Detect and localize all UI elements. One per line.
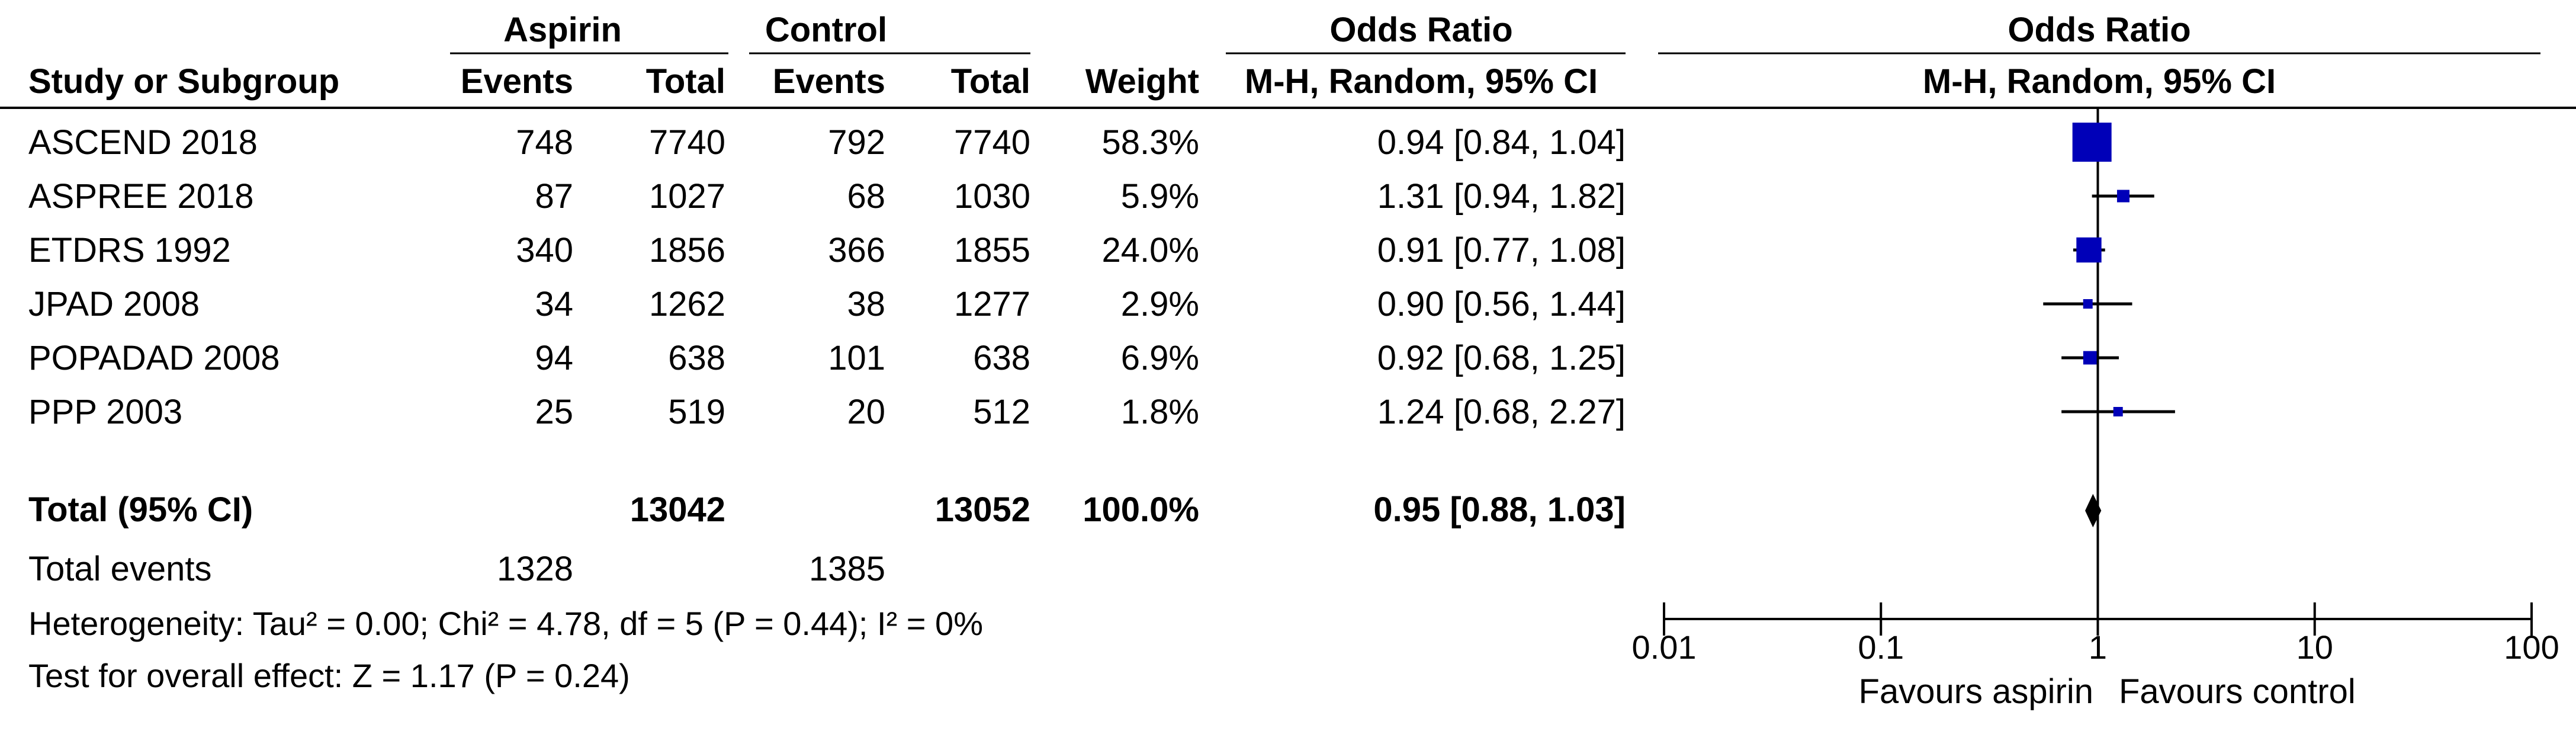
column-header-study: Study or Subgroup: [28, 62, 339, 101]
column-header-total-1: Total: [646, 62, 725, 101]
group2-header: Control: [765, 11, 887, 49]
study-name: ETDRS 1992: [28, 231, 231, 270]
column-header-events-1: Events: [461, 62, 573, 101]
table-row: POPADAD 2008 94 638 101 638 6.9% 0.92 [0.68, 1…: [28, 339, 1626, 377]
group1-header: Aspirin: [503, 11, 622, 49]
weight: 2.9%: [1121, 285, 1199, 323]
x-tick-label: 0.01: [1632, 628, 1697, 666]
total-2: 1855: [954, 231, 1030, 270]
total-events-label: Total events: [28, 550, 212, 588]
total-1: 1856: [649, 231, 725, 270]
study-name: ASCEND 2018: [28, 123, 258, 162]
column-header-effect: M-H, Random, 95% CI: [1245, 62, 1598, 101]
plot-subtitle: M-H, Random, 95% CI: [1923, 62, 2276, 101]
total-n1: 13042: [630, 490, 725, 529]
events-1: 87: [535, 177, 573, 216]
total-1: 7740: [649, 123, 725, 162]
total-1: 638: [668, 339, 725, 377]
total-2: 7740: [954, 123, 1030, 162]
ci-text: 1.24 [0.68, 2.27]: [1377, 393, 1626, 431]
effect-marker: [2083, 351, 2097, 365]
x-tick-label: 10: [2296, 628, 2333, 666]
total-n2: 13052: [935, 490, 1030, 529]
pooled-diamond: [2085, 493, 2102, 528]
events-1: 94: [535, 339, 573, 377]
total-events-e1: 1328: [497, 550, 573, 588]
favours-left-label: Favours aspirin: [1859, 672, 2093, 711]
table-row: ASCEND 2018 748 7740 792 7740 58.3% 0.94 [0.84…: [28, 123, 1626, 162]
total-1: 1027: [649, 177, 725, 216]
events-1: 340: [516, 231, 573, 270]
plot-area: 0.01 0.1 1 10 100: [1632, 108, 2559, 666]
study-name: JPAD 2008: [28, 285, 200, 323]
ci-text: 0.91 [0.77, 1.08]: [1377, 231, 1626, 270]
effect-marker: [2083, 299, 2093, 309]
weight: 5.9%: [1121, 177, 1199, 216]
column-header-events-2: Events: [773, 62, 885, 101]
ci-text: 1.31 [0.94, 1.82]: [1377, 177, 1626, 216]
events-2: 38: [847, 285, 885, 323]
events-1: 34: [535, 285, 573, 323]
effect-marker: [2113, 407, 2123, 416]
heterogeneity-text: Heterogeneity: Tau² = 0.00; Chi² = 4.78,…: [28, 605, 983, 642]
x-tick-label: 100: [2504, 628, 2559, 666]
x-tick-label: 0.1: [1858, 628, 1904, 666]
table-row: ASPREE 2018 87 1027 68 1030 5.9% 1.31 [0.94, 1…: [28, 177, 1626, 216]
plot-header: Odds Ratio: [2008, 11, 2190, 49]
events-2: 792: [828, 123, 885, 162]
study-rows: ASCEND 2018 748 7740 792 7740 58.3% 0.94 [0.84…: [28, 123, 1626, 431]
x-tick-label: 1: [2089, 628, 2107, 666]
total-2: 1030: [954, 177, 1030, 216]
overall-effect-text: Test for overall effect: Z = 1.17 (P = 0…: [28, 657, 630, 694]
table-row: JPAD 2008 34 1262 38 1277 2.9% 0.90 [0.56, 1.4…: [28, 285, 1626, 323]
total-ci: 0.95 [0.88, 1.03]: [1373, 490, 1626, 529]
ci-text: 0.92 [0.68, 1.25]: [1377, 339, 1626, 377]
effect-marker: [2072, 123, 2112, 162]
total-label: Total (95% CI): [28, 490, 253, 529]
total-events-e2: 1385: [809, 550, 885, 588]
events-2: 68: [847, 177, 885, 216]
effect-marker: [2076, 237, 2102, 263]
total-weight: 100.0%: [1083, 490, 1199, 529]
total-2: 638: [973, 339, 1030, 377]
effect-marker: [2116, 190, 2129, 203]
weight: 24.0%: [1102, 231, 1199, 270]
favours-right-label: Favours control: [2119, 672, 2356, 711]
table-row: PPP 2003 25 519 20 512 1.8% 1.24 [0.68, 2.27]: [28, 393, 1626, 431]
weight: 58.3%: [1102, 123, 1199, 162]
events-2: 366: [828, 231, 885, 270]
total-2: 1277: [954, 285, 1030, 323]
table-row: ETDRS 1992 340 1856 366 1855 24.0% 0.91 [0.77,…: [28, 231, 1626, 270]
weight: 6.9%: [1121, 339, 1199, 377]
ci-text: 0.90 [0.56, 1.44]: [1377, 285, 1626, 323]
weight: 1.8%: [1121, 393, 1199, 431]
total-events-row: Total events 1328 1385: [28, 550, 885, 588]
total-1: 519: [668, 393, 725, 431]
study-name: PPP 2003: [28, 393, 182, 431]
events-2: 101: [828, 339, 885, 377]
column-header-weight: Weight: [1085, 62, 1199, 101]
study-name: POPADAD 2008: [28, 339, 280, 377]
column-header-total-2: Total: [951, 62, 1030, 101]
study-name: ASPREE 2018: [28, 177, 253, 216]
events-1: 25: [535, 393, 573, 431]
events-1: 748: [516, 123, 573, 162]
total-row: Total (95% CI) 13042 13052 100.0% 0.95 […: [28, 490, 1626, 529]
effect-header: Odds Ratio: [1329, 11, 1512, 49]
total-2: 512: [973, 393, 1030, 431]
ci-text: 0.94 [0.84, 1.04]: [1377, 123, 1626, 162]
total-1: 1262: [649, 285, 725, 323]
events-2: 20: [847, 393, 885, 431]
